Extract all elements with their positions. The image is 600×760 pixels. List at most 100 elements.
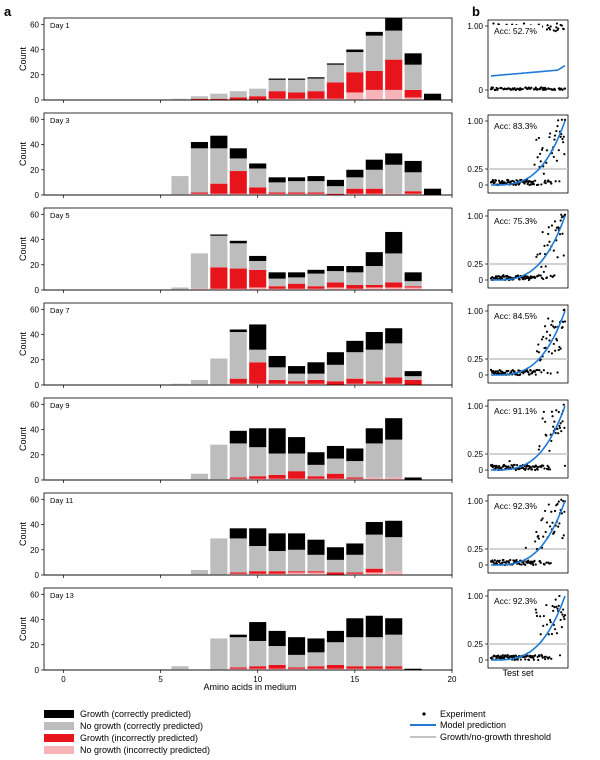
y-tick-label: 0.25 bbox=[467, 165, 483, 174]
experiment-point bbox=[533, 88, 536, 91]
bar-growth-correct bbox=[346, 169, 364, 178]
day-label: Day 5 bbox=[50, 211, 70, 220]
experiment-point bbox=[514, 654, 517, 657]
bar-nogrowth-correct bbox=[190, 473, 208, 480]
experiment-point bbox=[537, 183, 540, 186]
experiment-point bbox=[561, 420, 564, 423]
experiment-point bbox=[547, 468, 550, 471]
y-tick-label: 1.00 bbox=[467, 592, 483, 601]
bar-growth-incorrect bbox=[249, 187, 267, 194]
experiment-point bbox=[555, 129, 558, 133]
bar-nogrowth-correct bbox=[326, 64, 344, 83]
experiment-point bbox=[509, 558, 512, 562]
bar-nogrowth-correct bbox=[404, 172, 422, 192]
experiment-point bbox=[542, 624, 545, 627]
experiment-point bbox=[560, 498, 563, 501]
bar-nogrowth-correct bbox=[307, 273, 325, 287]
experiment-point bbox=[557, 525, 560, 528]
bar-nogrowth-correct bbox=[229, 91, 247, 98]
test-set-label: Test set bbox=[502, 668, 534, 678]
bar-nogrowth-correct bbox=[365, 349, 383, 382]
experiment-point bbox=[495, 464, 498, 467]
bar-nogrowth-incorrect bbox=[288, 98, 306, 100]
bar-nogrowth-correct bbox=[365, 637, 383, 667]
experiment-point bbox=[537, 136, 540, 140]
bar-nogrowth-incorrect bbox=[346, 383, 364, 385]
scatter-frame bbox=[487, 399, 569, 479]
bar-nogrowth-correct bbox=[326, 642, 344, 665]
bar-nogrowth-correct bbox=[288, 654, 306, 668]
bar-growth-incorrect bbox=[268, 474, 286, 479]
accuracy-label: Acc: 75.3% bbox=[494, 216, 537, 226]
experiment-point bbox=[537, 448, 540, 451]
bar-growth-incorrect bbox=[326, 82, 344, 99]
bar-nogrowth-correct bbox=[404, 281, 422, 287]
bar-nogrowth-correct bbox=[171, 287, 189, 290]
bar-nogrowth-incorrect bbox=[346, 478, 364, 480]
experiment-point bbox=[558, 345, 561, 349]
bar-nogrowth-correct bbox=[385, 253, 403, 283]
bar-nogrowth-incorrect bbox=[268, 383, 286, 385]
experiment-point bbox=[498, 559, 501, 562]
bar-nogrowth-incorrect bbox=[268, 668, 286, 670]
scatter-frame bbox=[487, 494, 569, 574]
bar-growth-incorrect bbox=[307, 476, 325, 479]
bar-nogrowth-correct bbox=[385, 439, 403, 478]
bar-growth-correct bbox=[326, 63, 344, 65]
experiment-point bbox=[561, 88, 564, 91]
bar-nogrowth-correct bbox=[268, 646, 286, 665]
legend-a: Growth (correctly predicted) No growth (… bbox=[44, 709, 210, 755]
experiment-point bbox=[562, 141, 565, 144]
bar-growth-correct bbox=[268, 355, 286, 368]
bar-nogrowth-incorrect bbox=[268, 288, 286, 290]
experiment-point bbox=[513, 370, 516, 373]
bar-nogrowth-incorrect bbox=[307, 383, 325, 385]
bar-nogrowth-incorrect bbox=[365, 383, 383, 385]
experiment-point bbox=[536, 468, 539, 471]
experiment-point bbox=[558, 180, 561, 183]
experiment-point bbox=[562, 534, 565, 537]
panel-label-b: b bbox=[472, 4, 480, 19]
bar-nogrowth-incorrect bbox=[365, 668, 383, 670]
experiment-point bbox=[544, 658, 547, 661]
bar-growth-incorrect bbox=[229, 572, 247, 574]
experiment-point bbox=[495, 275, 498, 278]
experiment-point bbox=[557, 119, 560, 122]
scatter-frame bbox=[487, 19, 569, 99]
experiment-point bbox=[513, 658, 516, 662]
accuracy-label: Acc: 91.1% bbox=[494, 406, 537, 416]
experiment-point bbox=[542, 172, 545, 175]
experiment-point bbox=[545, 521, 549, 524]
bar-nogrowth-incorrect bbox=[229, 288, 247, 290]
y-tick-label: 1.00 bbox=[467, 212, 483, 221]
experiment-point bbox=[534, 654, 537, 657]
experiment-point bbox=[539, 633, 542, 636]
experiment-point bbox=[547, 180, 550, 183]
experiment-point bbox=[533, 163, 536, 166]
experiment-point bbox=[545, 149, 549, 152]
experiment-point bbox=[532, 658, 536, 661]
bar-growth-incorrect bbox=[288, 381, 306, 384]
experiment-point bbox=[496, 656, 499, 659]
scatter-panel: 0 0.25 1.00 Acc: 75.3% bbox=[467, 209, 569, 289]
experiment-point bbox=[548, 449, 551, 452]
bar-nogrowth-incorrect bbox=[288, 288, 306, 290]
experiment-point bbox=[555, 159, 559, 162]
scatter-panel: 0 0.25 1.00 Acc: 84.5% bbox=[467, 304, 569, 384]
experiment-point bbox=[532, 563, 535, 567]
experiment-point bbox=[516, 373, 519, 377]
experiment-point bbox=[538, 369, 541, 372]
experiment-point bbox=[494, 370, 498, 373]
y-tick-label: 60 bbox=[30, 590, 39, 599]
y-tick-label: 40 bbox=[30, 236, 39, 245]
bar-nogrowth-correct bbox=[268, 278, 286, 287]
y-tick-label: 1.00 bbox=[467, 117, 483, 126]
bar-growth-correct bbox=[385, 18, 403, 31]
experiment-point bbox=[535, 530, 538, 534]
y-tick-label: 20 bbox=[30, 166, 39, 175]
bar-growth-incorrect bbox=[326, 282, 344, 288]
bar-growth-correct bbox=[229, 148, 247, 159]
y-tick-label: 20 bbox=[30, 451, 39, 460]
bar-growth-incorrect bbox=[365, 188, 383, 194]
model-prediction-curve bbox=[490, 65, 566, 77]
